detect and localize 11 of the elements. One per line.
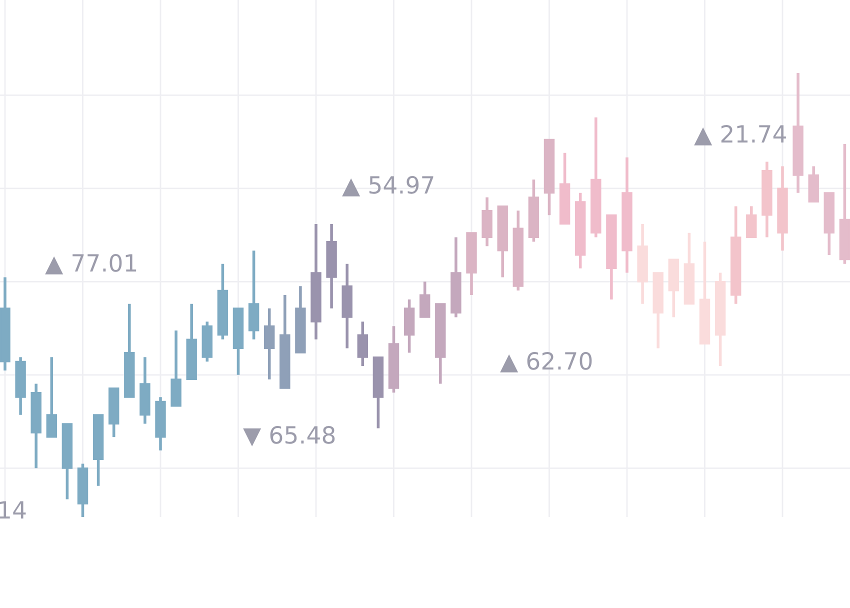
annotation: ▲ 77.01 xyxy=(45,254,136,274)
annotation: 14 xyxy=(0,501,26,519)
candlestick xyxy=(746,204,757,239)
annotation: ▲ 21.74 xyxy=(694,124,786,146)
candlestick xyxy=(264,306,275,381)
annotation: ▲ 54.97 xyxy=(342,176,434,196)
candlestick xyxy=(419,280,430,319)
annotation: ▼ 65.48 xyxy=(243,426,335,446)
candlestick xyxy=(357,320,368,368)
candlestick xyxy=(46,356,58,438)
annotation: ▲ 62.70 xyxy=(500,352,592,372)
